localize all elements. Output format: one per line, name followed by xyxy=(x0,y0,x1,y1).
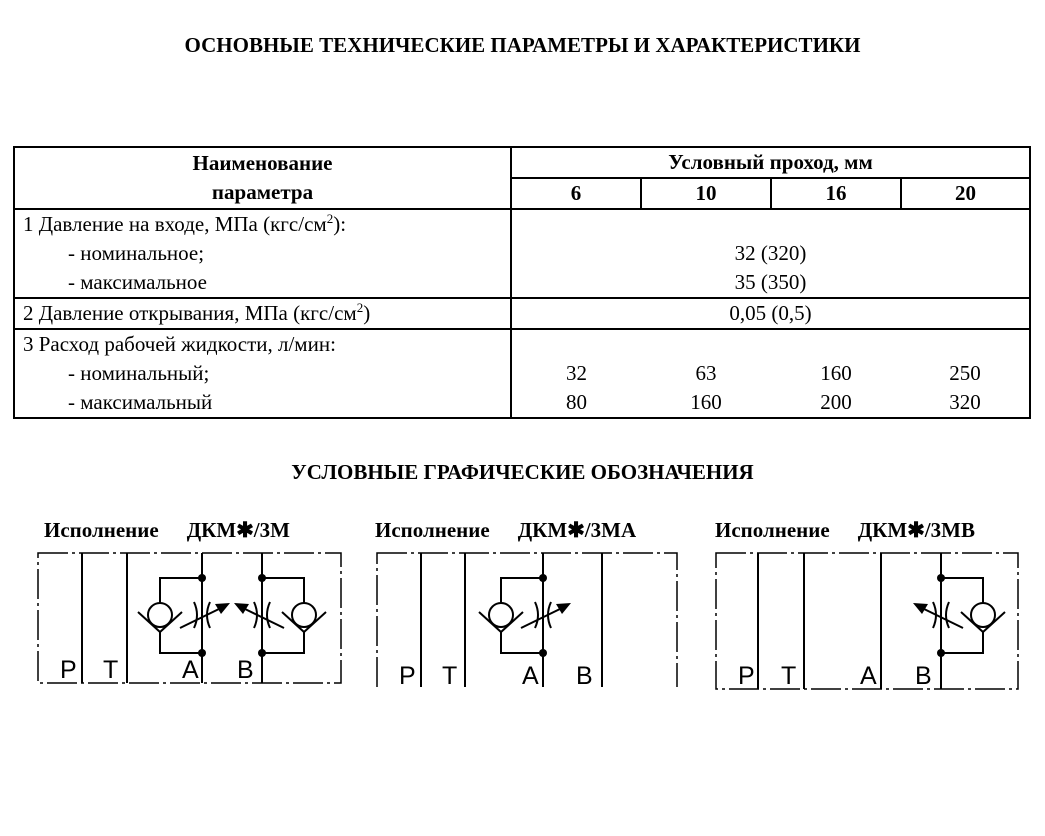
port-a: A xyxy=(860,662,877,690)
row-value: 32 80 xyxy=(510,328,641,419)
table-row: 3 Расход рабочей жидкости, л/мин: - номи… xyxy=(13,328,1031,419)
check-throttle-valve-b xyxy=(912,573,1006,658)
port-p: P xyxy=(399,662,416,687)
symbols-title: УСЛОВНЫЕ ГРАФИЧЕСКИЕ ОБОЗНАЧЕНИЯ xyxy=(291,460,754,484)
port-t: T xyxy=(781,662,796,690)
row-value: 0,05 (0,5) xyxy=(510,297,1031,330)
row-value: 32 (320) 35 (350) xyxy=(510,208,1031,299)
check-throttle-valve-a xyxy=(137,573,231,658)
row-label: 3 Расход рабочей жидкости, л/мин: - номи… xyxy=(13,328,512,419)
row-label: 1 Давление на входе, МПа (кгс/см2): - но… xyxy=(13,208,512,299)
table-row: 2 Давление открывания, МПа (кгс/см2) 0,0… xyxy=(13,297,1031,330)
variant-caption: Исполнение ДКМ✱/3М xyxy=(44,518,290,542)
check-throttle-valve-b xyxy=(233,573,327,658)
parameters-table: Наименование параметра Условный проход, м… xyxy=(13,146,1031,419)
param-header: Наименование параметра xyxy=(13,146,512,210)
row-value: 63 160 xyxy=(641,328,771,419)
size-group-header: Условный проход, мм xyxy=(510,146,1031,179)
variant-caption: Исполнение ДКМ✱/3МВ xyxy=(715,518,975,542)
size-header: 6 xyxy=(510,177,642,210)
port-t: T xyxy=(103,656,118,684)
row-value: 160 200 xyxy=(771,328,901,419)
port-a: A xyxy=(182,656,199,684)
port-b: B xyxy=(237,656,254,684)
symbol-dkm-3m: P T A B xyxy=(37,552,342,684)
port-p: P xyxy=(60,656,77,684)
row-value: 250 320 xyxy=(901,328,1031,419)
page-title: ОСНОВНЫЕ ТЕХНИЧЕСКИЕ ПАРАМЕТРЫ И ХАРАКТЕ… xyxy=(184,33,861,57)
check-throttle-valve-a xyxy=(478,573,572,658)
port-t: T xyxy=(442,662,457,687)
symbol-dkm-3ma: P T A B xyxy=(376,552,678,687)
size-header: 16 xyxy=(770,177,902,210)
port-p: P xyxy=(738,662,755,690)
size-header: 10 xyxy=(640,177,772,210)
port-a: A xyxy=(522,662,539,687)
symbol-dkm-3mb: P T A B xyxy=(715,552,1019,690)
size-header: 20 xyxy=(900,177,1031,210)
variant-caption: Исполнение ДКМ✱/3МА xyxy=(375,518,637,542)
row-label: 2 Давление открывания, МПа (кгс/см2) xyxy=(13,297,512,330)
port-b: B xyxy=(915,662,932,690)
table-row: 1 Давление на входе, МПа (кгс/см2): - но… xyxy=(13,208,1031,299)
port-b: B xyxy=(576,662,593,687)
